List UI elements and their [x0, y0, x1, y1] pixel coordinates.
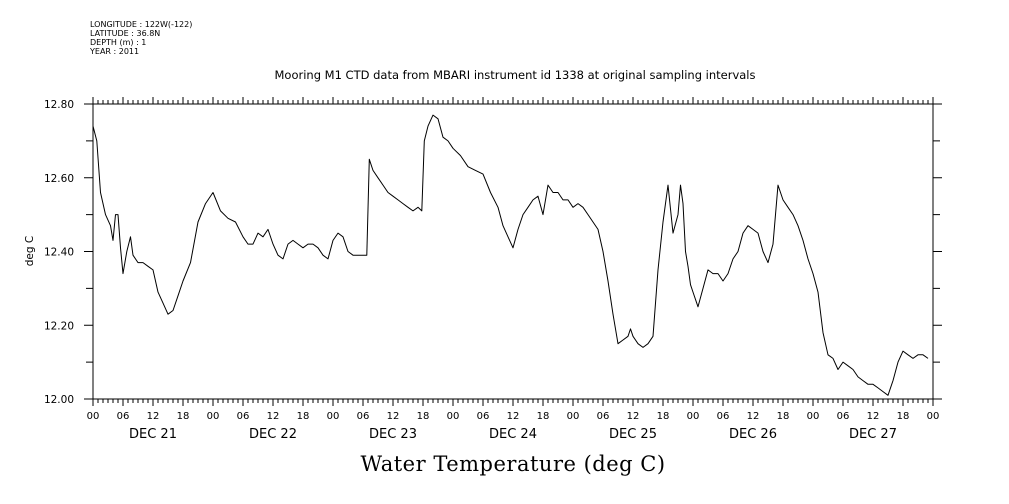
x-tick-label: 06	[117, 411, 130, 422]
x-tick-label: 18	[417, 411, 430, 422]
plot-frame	[92, 103, 934, 400]
x-tick-label: 00	[567, 411, 580, 422]
day-label: DEC 21	[129, 427, 177, 442]
y-tick-label: 12.20	[44, 320, 74, 332]
day-label: DEC 27	[849, 427, 897, 442]
metadata-block: LONGITUDE : 122W(-122) LATITUDE : 36.8N …	[90, 20, 192, 56]
y-tick-label: 12.00	[44, 394, 74, 406]
meta-year: YEAR : 2011	[90, 47, 140, 56]
x-tick-label: 18	[777, 411, 790, 422]
x-tick-label: 00	[807, 411, 820, 422]
x-tick-label: 06	[237, 411, 250, 422]
day-label: DEC 22	[249, 427, 297, 442]
x-tick-label: 00	[927, 411, 940, 422]
day-label: DEC 25	[609, 427, 657, 442]
day-label: DEC 23	[369, 427, 417, 442]
x-tick-label: 12	[627, 411, 640, 422]
x-tick-label: 06	[837, 411, 850, 422]
y-tick-label: 12.60	[44, 173, 74, 185]
y-axis-label: deg C	[24, 236, 36, 266]
x-tick-label: 06	[357, 411, 370, 422]
x-tick-label: 12	[147, 411, 160, 422]
x-tick-label: 00	[687, 411, 700, 422]
x-tick-label: 18	[177, 411, 190, 422]
meta-latitude: LATITUDE : 36.8N	[90, 29, 161, 38]
x-tick-label: 06	[717, 411, 730, 422]
x-tick-label: 00	[207, 411, 220, 422]
meta-depth: DEPTH (m) : 1	[90, 38, 147, 47]
y-tick-label: 12.80	[44, 99, 74, 111]
x-tick-label: 00	[87, 411, 100, 422]
day-label: DEC 24	[489, 427, 537, 442]
x-tick-label: 18	[297, 411, 310, 422]
x-tick-label: 12	[747, 411, 760, 422]
x-tick-label: 06	[597, 411, 610, 422]
meta-longitude: LONGITUDE : 122W(-122)	[90, 20, 193, 29]
x-tick-label: 00	[447, 411, 460, 422]
x-tick-label: 12	[267, 411, 280, 422]
x-tick-label: 12	[387, 411, 400, 422]
x-tick-label: 18	[657, 411, 670, 422]
day-label: DEC 26	[729, 427, 777, 442]
chart-title: Mooring M1 CTD data from MBARI instrumen…	[274, 68, 756, 82]
x-tick-label: 06	[477, 411, 490, 422]
temperature-line	[92, 114, 929, 396]
x-axis-title: Water Temperature (deg C)	[360, 452, 666, 476]
x-tick-label: 18	[537, 411, 550, 422]
x-tick-label: 00	[327, 411, 340, 422]
x-tick-label: 12	[507, 411, 520, 422]
y-tick-label: 12.40	[44, 247, 74, 259]
x-tick-label: 12	[867, 411, 880, 422]
x-tick-label: 18	[897, 411, 910, 422]
